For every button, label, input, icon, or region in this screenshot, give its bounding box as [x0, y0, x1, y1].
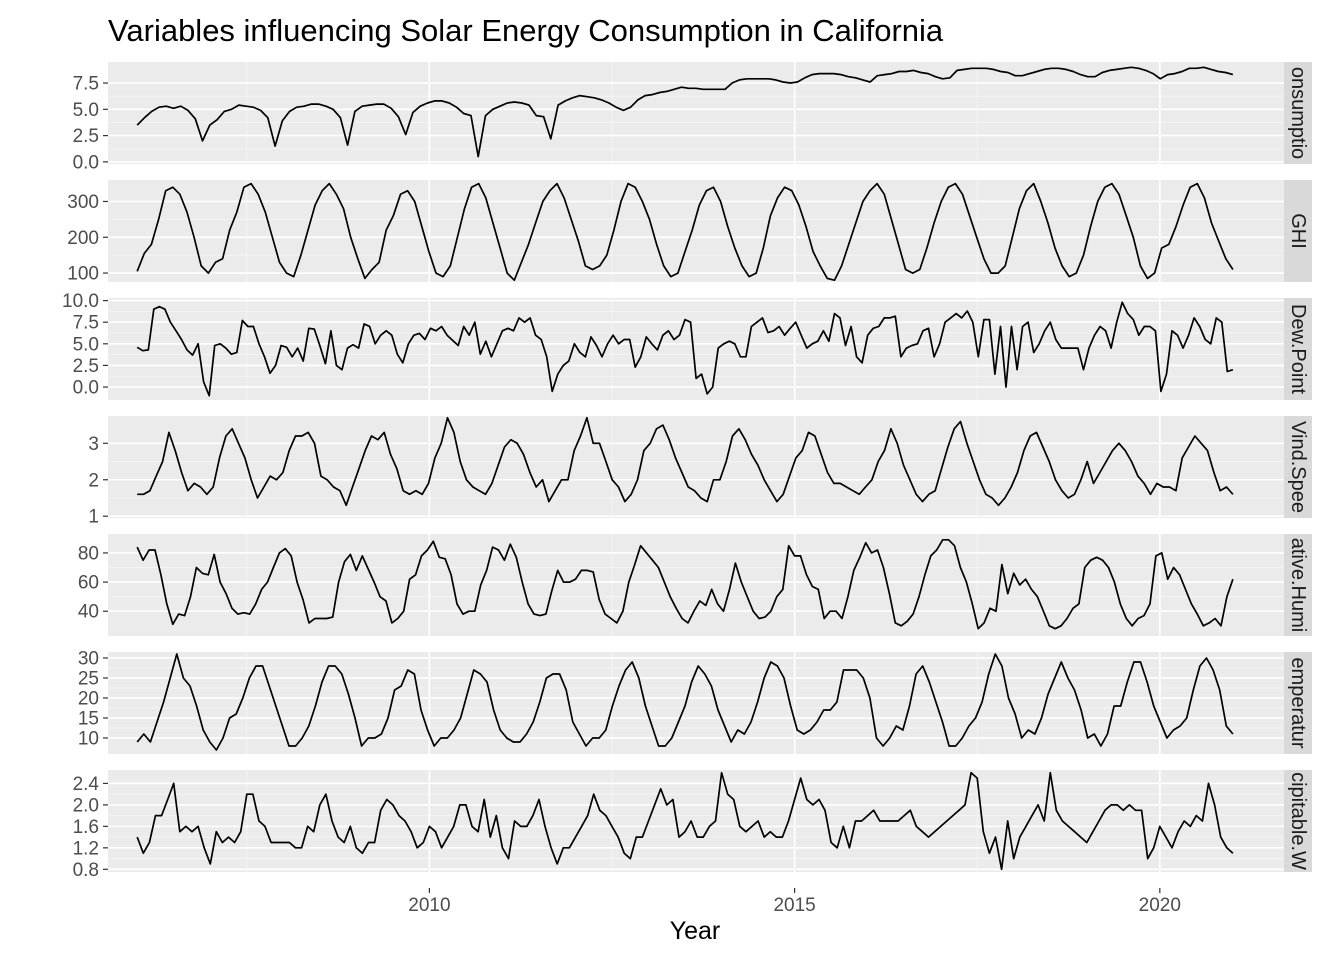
x-tick-label: 2015 [773, 895, 815, 916]
x-tick-label: 2010 [408, 895, 450, 916]
series-line-wind-speed [137, 416, 1234, 507]
panel-background [108, 62, 1284, 164]
facet-strip-label: ative.Humi [1287, 538, 1309, 632]
x-tick-label: 2020 [1139, 895, 1181, 916]
facet-strip-label: GHI [1287, 213, 1309, 249]
facet-strip [1284, 298, 1312, 400]
y-tick-label: 30 [78, 649, 99, 670]
panel-background [108, 534, 1284, 636]
y-tick-label: 25 [78, 669, 99, 690]
facet-strip-label: Vind.Spee [1287, 421, 1309, 513]
y-tick-label: 2.0 [73, 795, 99, 816]
facet-strip [1284, 534, 1312, 636]
y-tick-label: 10 [78, 729, 99, 750]
panel-2: 100 200 300 GHI [67, 180, 1312, 285]
y-tick-label: 7.5 [73, 74, 99, 95]
x-axis-title: Year [670, 917, 721, 945]
y-tick-label: 0.0 [73, 152, 99, 173]
panel-background [108, 770, 1284, 872]
x-axis: 2010 2015 2020 [408, 888, 1181, 916]
y-tick-label: 5.0 [73, 334, 99, 355]
facet-strip [1284, 770, 1312, 872]
facet-strip-label: cipitable.W [1287, 772, 1309, 870]
y-tick-label: 200 [67, 228, 99, 249]
y-tick-label: 2 [88, 470, 99, 491]
y-tick-label: 40 [78, 602, 99, 623]
y-tick-label: 60 [78, 573, 99, 594]
y-tick-label: 1.6 [73, 817, 99, 838]
y-tick-label: 2.5 [73, 126, 99, 147]
series-line-temperature [136, 653, 1234, 751]
series-line-relative-humidity [136, 538, 1234, 630]
y-tick-label: 10.0 [62, 291, 99, 312]
facet-strip [1284, 416, 1312, 518]
chart-title: Variables influencing Solar Energy Consu… [108, 13, 944, 48]
y-tick-label: 80 [78, 543, 99, 564]
facet-strip-label: onsumptio [1287, 67, 1309, 159]
facet-strip [1284, 652, 1312, 754]
facet-strip [1284, 180, 1312, 282]
panel-background [108, 298, 1284, 400]
panel-7: 0.81.21.62.02.4 cipitable.W [73, 770, 1312, 881]
panels-layer: 0.02.55.07.5 onsumptio100200300GHI0.02.55… [62, 62, 1312, 881]
series-line-consumption [136, 66, 1234, 158]
panel-4: 1 2 3 Vind.Spee [88, 416, 1312, 528]
y-tick-label: 1 [88, 507, 99, 528]
panel-3: 0.02.55.07.510.0 Dew.Point [62, 291, 1312, 400]
y-tick-label: 100 [67, 264, 99, 285]
facet-strip-label: emperatur [1287, 657, 1309, 748]
series-line-dew-point [136, 301, 1234, 397]
panel-background [108, 180, 1284, 282]
y-tick-label: 5.0 [73, 100, 99, 121]
facet-strip-label: Dew.Point [1287, 304, 1309, 394]
panel-5: 40 60 80 ative.Humi [78, 534, 1312, 636]
facet-strip [1284, 62, 1312, 164]
series-line-ghi [136, 182, 1234, 282]
y-tick-label: 300 [67, 192, 99, 213]
y-tick-label: 20 [78, 689, 99, 710]
y-tick-label: 3 [88, 434, 99, 455]
y-tick-label: 7.5 [73, 313, 99, 334]
y-tick-label: 2.5 [73, 356, 99, 377]
y-tick-label: 1.2 [73, 838, 99, 859]
series-line-precipitable-water [136, 771, 1234, 871]
panel-1: 0.0 2.5 5.0 7.5 onsumptio [73, 62, 1312, 173]
y-tick-label: 0.0 [73, 378, 99, 399]
y-tick-label: 15 [78, 709, 99, 730]
y-tick-label: 0.8 [73, 860, 99, 881]
y-tick-label: 2.4 [73, 774, 100, 795]
